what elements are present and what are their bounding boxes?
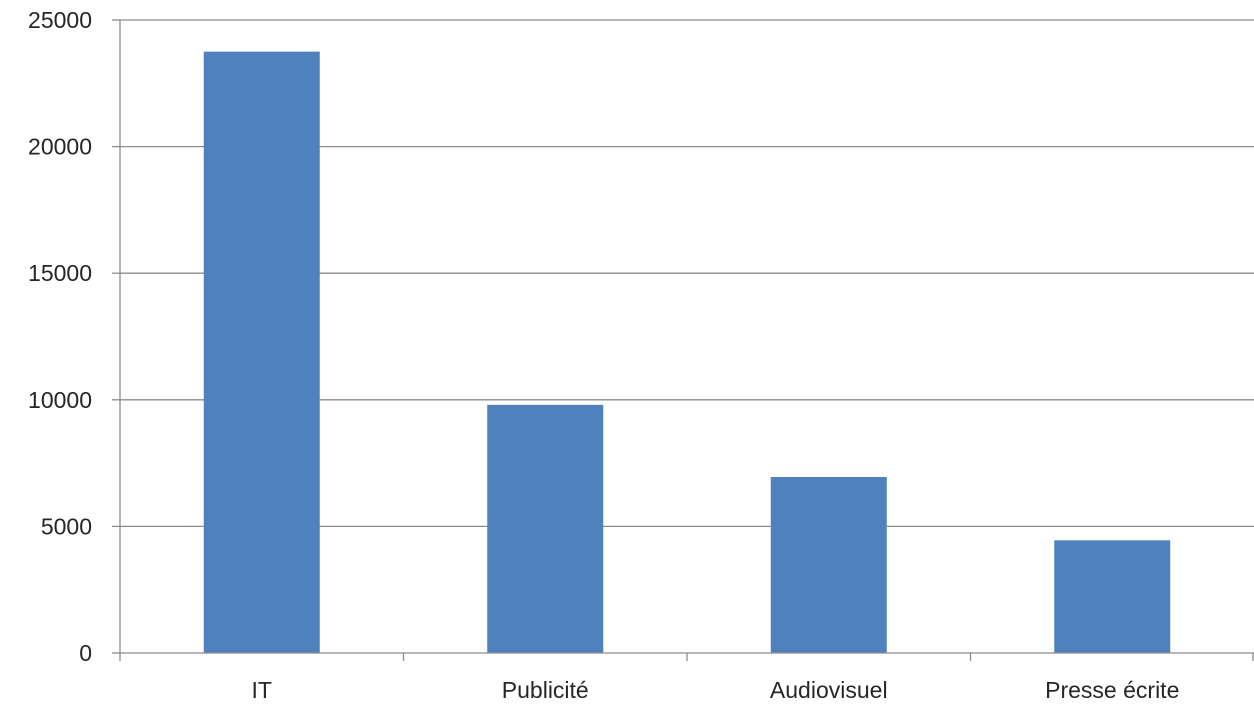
x-tick-label: IT bbox=[252, 677, 272, 703]
bar-it bbox=[203, 51, 320, 653]
axes bbox=[112, 19, 1254, 661]
y-tick-labels: 0 5000 10000 15000 20000 25000 bbox=[28, 7, 92, 666]
y-tick-label: 15000 bbox=[28, 260, 92, 286]
x-tick-label: Publicité bbox=[502, 677, 589, 703]
y-tick-label: 10000 bbox=[28, 387, 92, 413]
x-tick-label: Audiovisuel bbox=[770, 677, 888, 703]
bar-presse-crite bbox=[1054, 540, 1171, 653]
bars bbox=[203, 51, 1171, 653]
y-tick-label: 25000 bbox=[28, 7, 92, 33]
x-tick-labels: IT Publicité Audiovisuel Presse écrite bbox=[252, 677, 1180, 703]
y-tick-label: 20000 bbox=[28, 134, 92, 160]
y-tick-label: 0 bbox=[79, 640, 92, 666]
x-tick-label: Presse écrite bbox=[1045, 677, 1179, 703]
bar-audiovisuel bbox=[770, 477, 887, 653]
bar-publicit- bbox=[487, 404, 604, 653]
y-tick-label: 5000 bbox=[41, 513, 92, 539]
